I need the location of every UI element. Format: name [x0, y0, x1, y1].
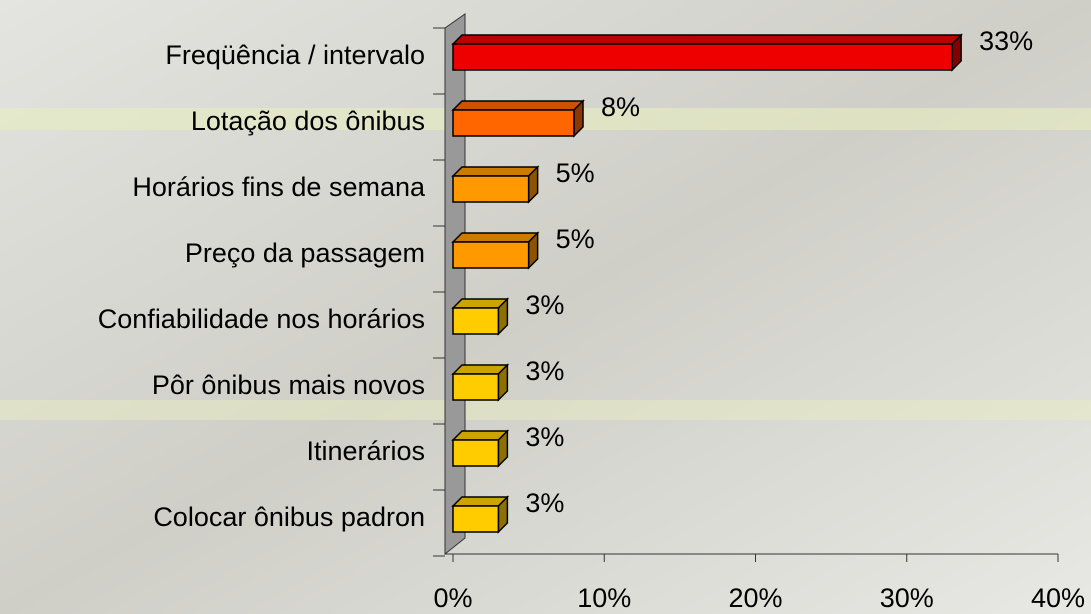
bar-top — [453, 35, 961, 44]
x-tick-label: 0% — [433, 583, 472, 613]
y-tick-label: Lotação dos ônibus — [191, 106, 425, 136]
bar — [453, 506, 498, 532]
y-tick-label: Confiabilidade nos horários — [98, 304, 425, 334]
x-tick-label: 10% — [577, 583, 631, 613]
x-tick-label: 30% — [880, 583, 934, 613]
value-label: 3% — [525, 422, 564, 452]
bar-top — [453, 167, 538, 176]
y-tick-label: Preço da passagem — [185, 238, 425, 268]
bar — [453, 44, 952, 70]
bar — [453, 110, 574, 136]
y-tick-label: Itinerários — [306, 436, 425, 466]
x-tick-label: 20% — [728, 583, 782, 613]
bar-top — [453, 233, 538, 242]
side-wall — [445, 14, 465, 554]
value-label: 3% — [525, 356, 564, 386]
bar — [453, 176, 529, 202]
y-tick-label: Horários fins de semana — [132, 172, 426, 202]
y-tick-label: Pôr ônibus mais novos — [152, 370, 425, 400]
y-tick-label: Colocar ônibus padron — [153, 502, 425, 532]
value-label: 8% — [601, 92, 640, 122]
value-label: 3% — [525, 488, 564, 518]
value-label: 3% — [525, 290, 564, 320]
bar — [453, 440, 498, 466]
bar-top — [453, 101, 583, 110]
bar — [453, 242, 529, 268]
chart: 0% 10% 20% 30% 40% 33% Freqüência / intervalo 8… — [0, 0, 1091, 614]
bar — [453, 308, 498, 334]
bar — [453, 374, 498, 400]
value-label: 33% — [979, 26, 1033, 56]
y-tick-label: Freqüência / intervalo — [165, 40, 425, 70]
x-tick-label: 40% — [1031, 583, 1085, 613]
value-label: 5% — [556, 158, 595, 188]
value-label: 5% — [556, 224, 595, 254]
background-band — [0, 400, 1091, 420]
